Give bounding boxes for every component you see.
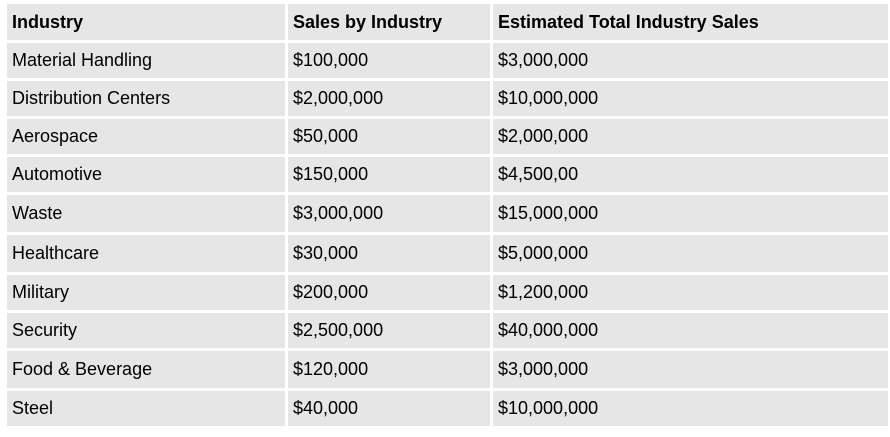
total-sales-cell: $3,000,000 (493, 351, 888, 388)
sales-cell: $40,000 (288, 391, 490, 426)
industry-cell: Automotive (7, 157, 285, 192)
total-sales-cell: $1,200,000 (493, 275, 888, 310)
header-industry: Industry (7, 4, 285, 40)
total-sales-cell: $40,000,000 (493, 313, 888, 348)
sales-cell: $50,000 (288, 119, 490, 154)
table-row: Healthcare $30,000 $5,000,000 (7, 235, 888, 272)
header-estimated-total-sales: Estimated Total Industry Sales (493, 4, 888, 40)
industry-cell: Healthcare (7, 235, 285, 272)
total-sales-cell: $3,000,000 (493, 43, 888, 78)
total-sales-cell: $2,000,000 (493, 119, 888, 154)
industry-cell: Material Handling (7, 43, 285, 78)
header-row: Industry Sales by Industry Estimated Tot… (7, 4, 888, 40)
industry-cell: Food & Beverage (7, 351, 285, 388)
sales-cell: $200,000 (288, 275, 490, 310)
table-row: Distribution Centers $2,000,000 $10,000,… (7, 81, 888, 116)
total-sales-cell: $15,000,000 (493, 195, 888, 232)
sales-cell: $100,000 (288, 43, 490, 78)
table-row: Material Handling $100,000 $3,000,000 (7, 43, 888, 78)
table-row: Military $200,000 $1,200,000 (7, 275, 888, 310)
sales-cell: $2,000,000 (288, 81, 490, 116)
sales-cell: $120,000 (288, 351, 490, 388)
total-sales-cell: $10,000,000 (493, 391, 888, 426)
sales-cell: $3,000,000 (288, 195, 490, 232)
total-sales-cell: $10,000,000 (493, 81, 888, 116)
industry-cell: Distribution Centers (7, 81, 285, 116)
table-row: Aerospace $50,000 $2,000,000 (7, 119, 888, 154)
table-body: Material Handling $100,000 $3,000,000 Di… (7, 43, 888, 426)
industry-cell: Steel (7, 391, 285, 426)
total-sales-cell: $5,000,000 (493, 235, 888, 272)
table-row: Steel $40,000 $10,000,000 (7, 391, 888, 426)
table-row: Food & Beverage $120,000 $3,000,000 (7, 351, 888, 388)
sales-cell: $30,000 (288, 235, 490, 272)
sales-cell: $150,000 (288, 157, 490, 192)
industry-sales-table: Industry Sales by Industry Estimated Tot… (4, 1, 890, 429)
table-row: Automotive $150,000 $4,500,00 (7, 157, 888, 192)
industry-cell: Military (7, 275, 285, 310)
industry-cell: Waste (7, 195, 285, 232)
total-sales-cell: $4,500,00 (493, 157, 888, 192)
table-row: Security $2,500,000 $40,000,000 (7, 313, 888, 348)
table-row: Waste $3,000,000 $15,000,000 (7, 195, 888, 232)
sales-cell: $2,500,000 (288, 313, 490, 348)
industry-cell: Security (7, 313, 285, 348)
header-sales-by-industry: Sales by Industry (288, 4, 490, 40)
industry-cell: Aerospace (7, 119, 285, 154)
table-header: Industry Sales by Industry Estimated Tot… (7, 4, 888, 40)
